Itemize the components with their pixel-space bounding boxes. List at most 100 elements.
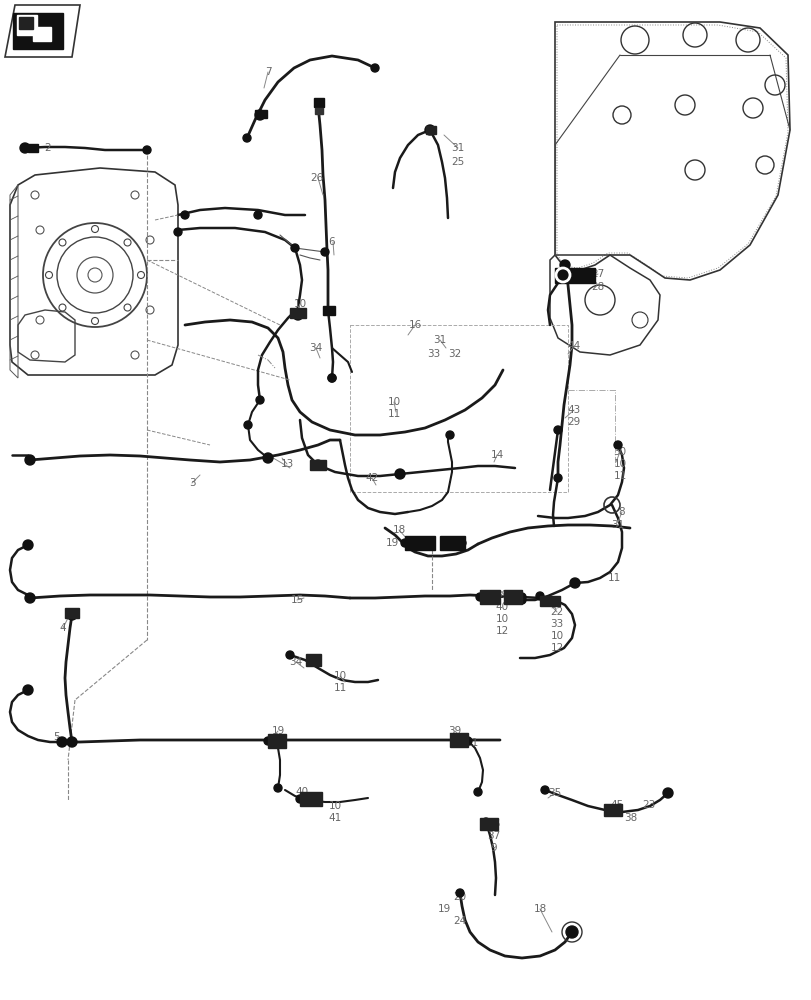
- Circle shape: [20, 143, 30, 153]
- Text: 34: 34: [289, 657, 303, 667]
- Circle shape: [290, 244, 298, 252]
- Circle shape: [273, 784, 281, 792]
- Text: 7: 7: [264, 67, 271, 77]
- Text: 40: 40: [295, 787, 308, 797]
- Circle shape: [457, 539, 466, 547]
- Circle shape: [328, 374, 336, 382]
- Text: 12: 12: [495, 626, 508, 636]
- Circle shape: [394, 469, 405, 479]
- Text: 45: 45: [610, 800, 623, 810]
- Text: 38: 38: [624, 813, 637, 823]
- Text: 6: 6: [328, 237, 335, 247]
- Bar: [449, 733, 467, 747]
- Text: 10: 10: [387, 397, 400, 407]
- Bar: [554, 268, 594, 283]
- Text: 10: 10: [612, 459, 626, 469]
- Text: 31: 31: [451, 143, 464, 153]
- Text: 11: 11: [333, 683, 346, 693]
- Bar: [603, 804, 621, 816]
- Text: 3: 3: [188, 478, 195, 488]
- Circle shape: [371, 64, 379, 72]
- Text: 10: 10: [328, 801, 341, 811]
- Circle shape: [143, 146, 151, 154]
- Text: 29: 29: [567, 417, 580, 427]
- Bar: [255, 110, 267, 118]
- Bar: [479, 590, 500, 604]
- Text: 41: 41: [328, 813, 341, 823]
- Text: 10: 10: [495, 614, 508, 624]
- Bar: [539, 596, 560, 606]
- Text: 21: 21: [465, 738, 478, 748]
- Circle shape: [23, 540, 33, 550]
- Circle shape: [328, 374, 336, 382]
- Circle shape: [482, 818, 489, 826]
- Bar: [323, 306, 335, 315]
- Text: 15: 15: [290, 595, 303, 605]
- Bar: [314, 98, 324, 107]
- Text: 8: 8: [618, 507, 624, 517]
- Bar: [315, 108, 323, 114]
- Text: 25: 25: [451, 157, 464, 167]
- Text: 19: 19: [437, 904, 450, 914]
- Text: 22: 22: [550, 607, 563, 617]
- Text: 11: 11: [607, 573, 620, 583]
- Circle shape: [463, 737, 471, 745]
- Circle shape: [613, 441, 621, 449]
- Circle shape: [181, 211, 189, 219]
- Text: 11: 11: [612, 471, 626, 481]
- Circle shape: [401, 539, 409, 547]
- Text: 11: 11: [387, 409, 400, 419]
- Text: 10: 10: [333, 671, 346, 681]
- Text: 33: 33: [550, 619, 563, 629]
- Circle shape: [57, 737, 67, 747]
- Text: 40: 40: [495, 602, 508, 612]
- Text: 31: 31: [611, 520, 624, 530]
- Text: 16: 16: [408, 320, 421, 330]
- Text: 42: 42: [365, 473, 378, 483]
- Bar: [17, 15, 37, 35]
- Text: 27: 27: [590, 269, 604, 279]
- Text: 34: 34: [309, 343, 322, 353]
- Circle shape: [424, 125, 435, 135]
- Bar: [268, 734, 285, 748]
- Bar: [405, 536, 435, 550]
- Text: 10: 10: [550, 631, 563, 641]
- Text: 13: 13: [280, 459, 294, 469]
- Circle shape: [517, 596, 526, 604]
- Circle shape: [25, 455, 35, 465]
- Circle shape: [517, 593, 526, 601]
- Text: 9: 9: [490, 843, 496, 853]
- Text: 44: 44: [567, 341, 580, 351]
- Circle shape: [475, 593, 483, 601]
- Circle shape: [553, 426, 561, 434]
- Circle shape: [553, 474, 561, 482]
- Text: 12: 12: [293, 311, 307, 321]
- Circle shape: [565, 926, 577, 938]
- Bar: [28, 144, 38, 152]
- Circle shape: [67, 610, 77, 620]
- Circle shape: [312, 460, 323, 470]
- Bar: [33, 27, 51, 41]
- Text: 18: 18: [392, 525, 406, 535]
- Circle shape: [663, 788, 672, 798]
- Bar: [299, 792, 322, 806]
- Circle shape: [242, 134, 251, 142]
- Text: 36: 36: [487, 819, 500, 829]
- Text: 4: 4: [60, 623, 67, 633]
- Text: 20: 20: [453, 892, 466, 902]
- Circle shape: [23, 685, 33, 695]
- Circle shape: [254, 211, 262, 219]
- Circle shape: [445, 431, 453, 439]
- Bar: [479, 818, 497, 830]
- Circle shape: [243, 421, 251, 429]
- Bar: [426, 126, 436, 134]
- Text: 43: 43: [567, 405, 580, 415]
- Text: 19: 19: [271, 726, 285, 736]
- Text: 35: 35: [547, 788, 561, 798]
- Text: 23: 23: [642, 800, 654, 810]
- Text: 37: 37: [487, 831, 500, 841]
- Bar: [306, 654, 320, 666]
- Bar: [310, 460, 325, 470]
- Circle shape: [456, 889, 463, 897]
- Text: 17: 17: [271, 738, 285, 748]
